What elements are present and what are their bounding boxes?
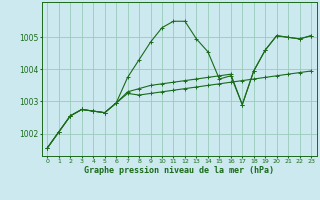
X-axis label: Graphe pression niveau de la mer (hPa): Graphe pression niveau de la mer (hPa) [84, 166, 274, 175]
